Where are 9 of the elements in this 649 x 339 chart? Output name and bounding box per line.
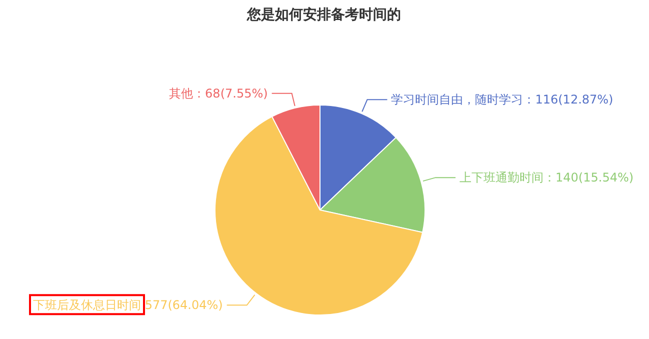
- data-label: 577(64.04%): [141, 298, 223, 312]
- data-label: ：116(12.87%): [523, 92, 614, 107]
- data-label: ：140(15.54%): [544, 170, 634, 185]
- slice-label: 其他: [169, 86, 194, 100]
- data-label: ：68(7.55%): [193, 86, 268, 100]
- chart-title: 您是如何安排备考时间的: [246, 6, 401, 23]
- slice-label: 学习时间自由，随时学习: [391, 92, 524, 107]
- slice-label: 上下班通勤时间: [460, 170, 544, 185]
- slice-label: 下班后及休息日时间: [33, 298, 142, 312]
